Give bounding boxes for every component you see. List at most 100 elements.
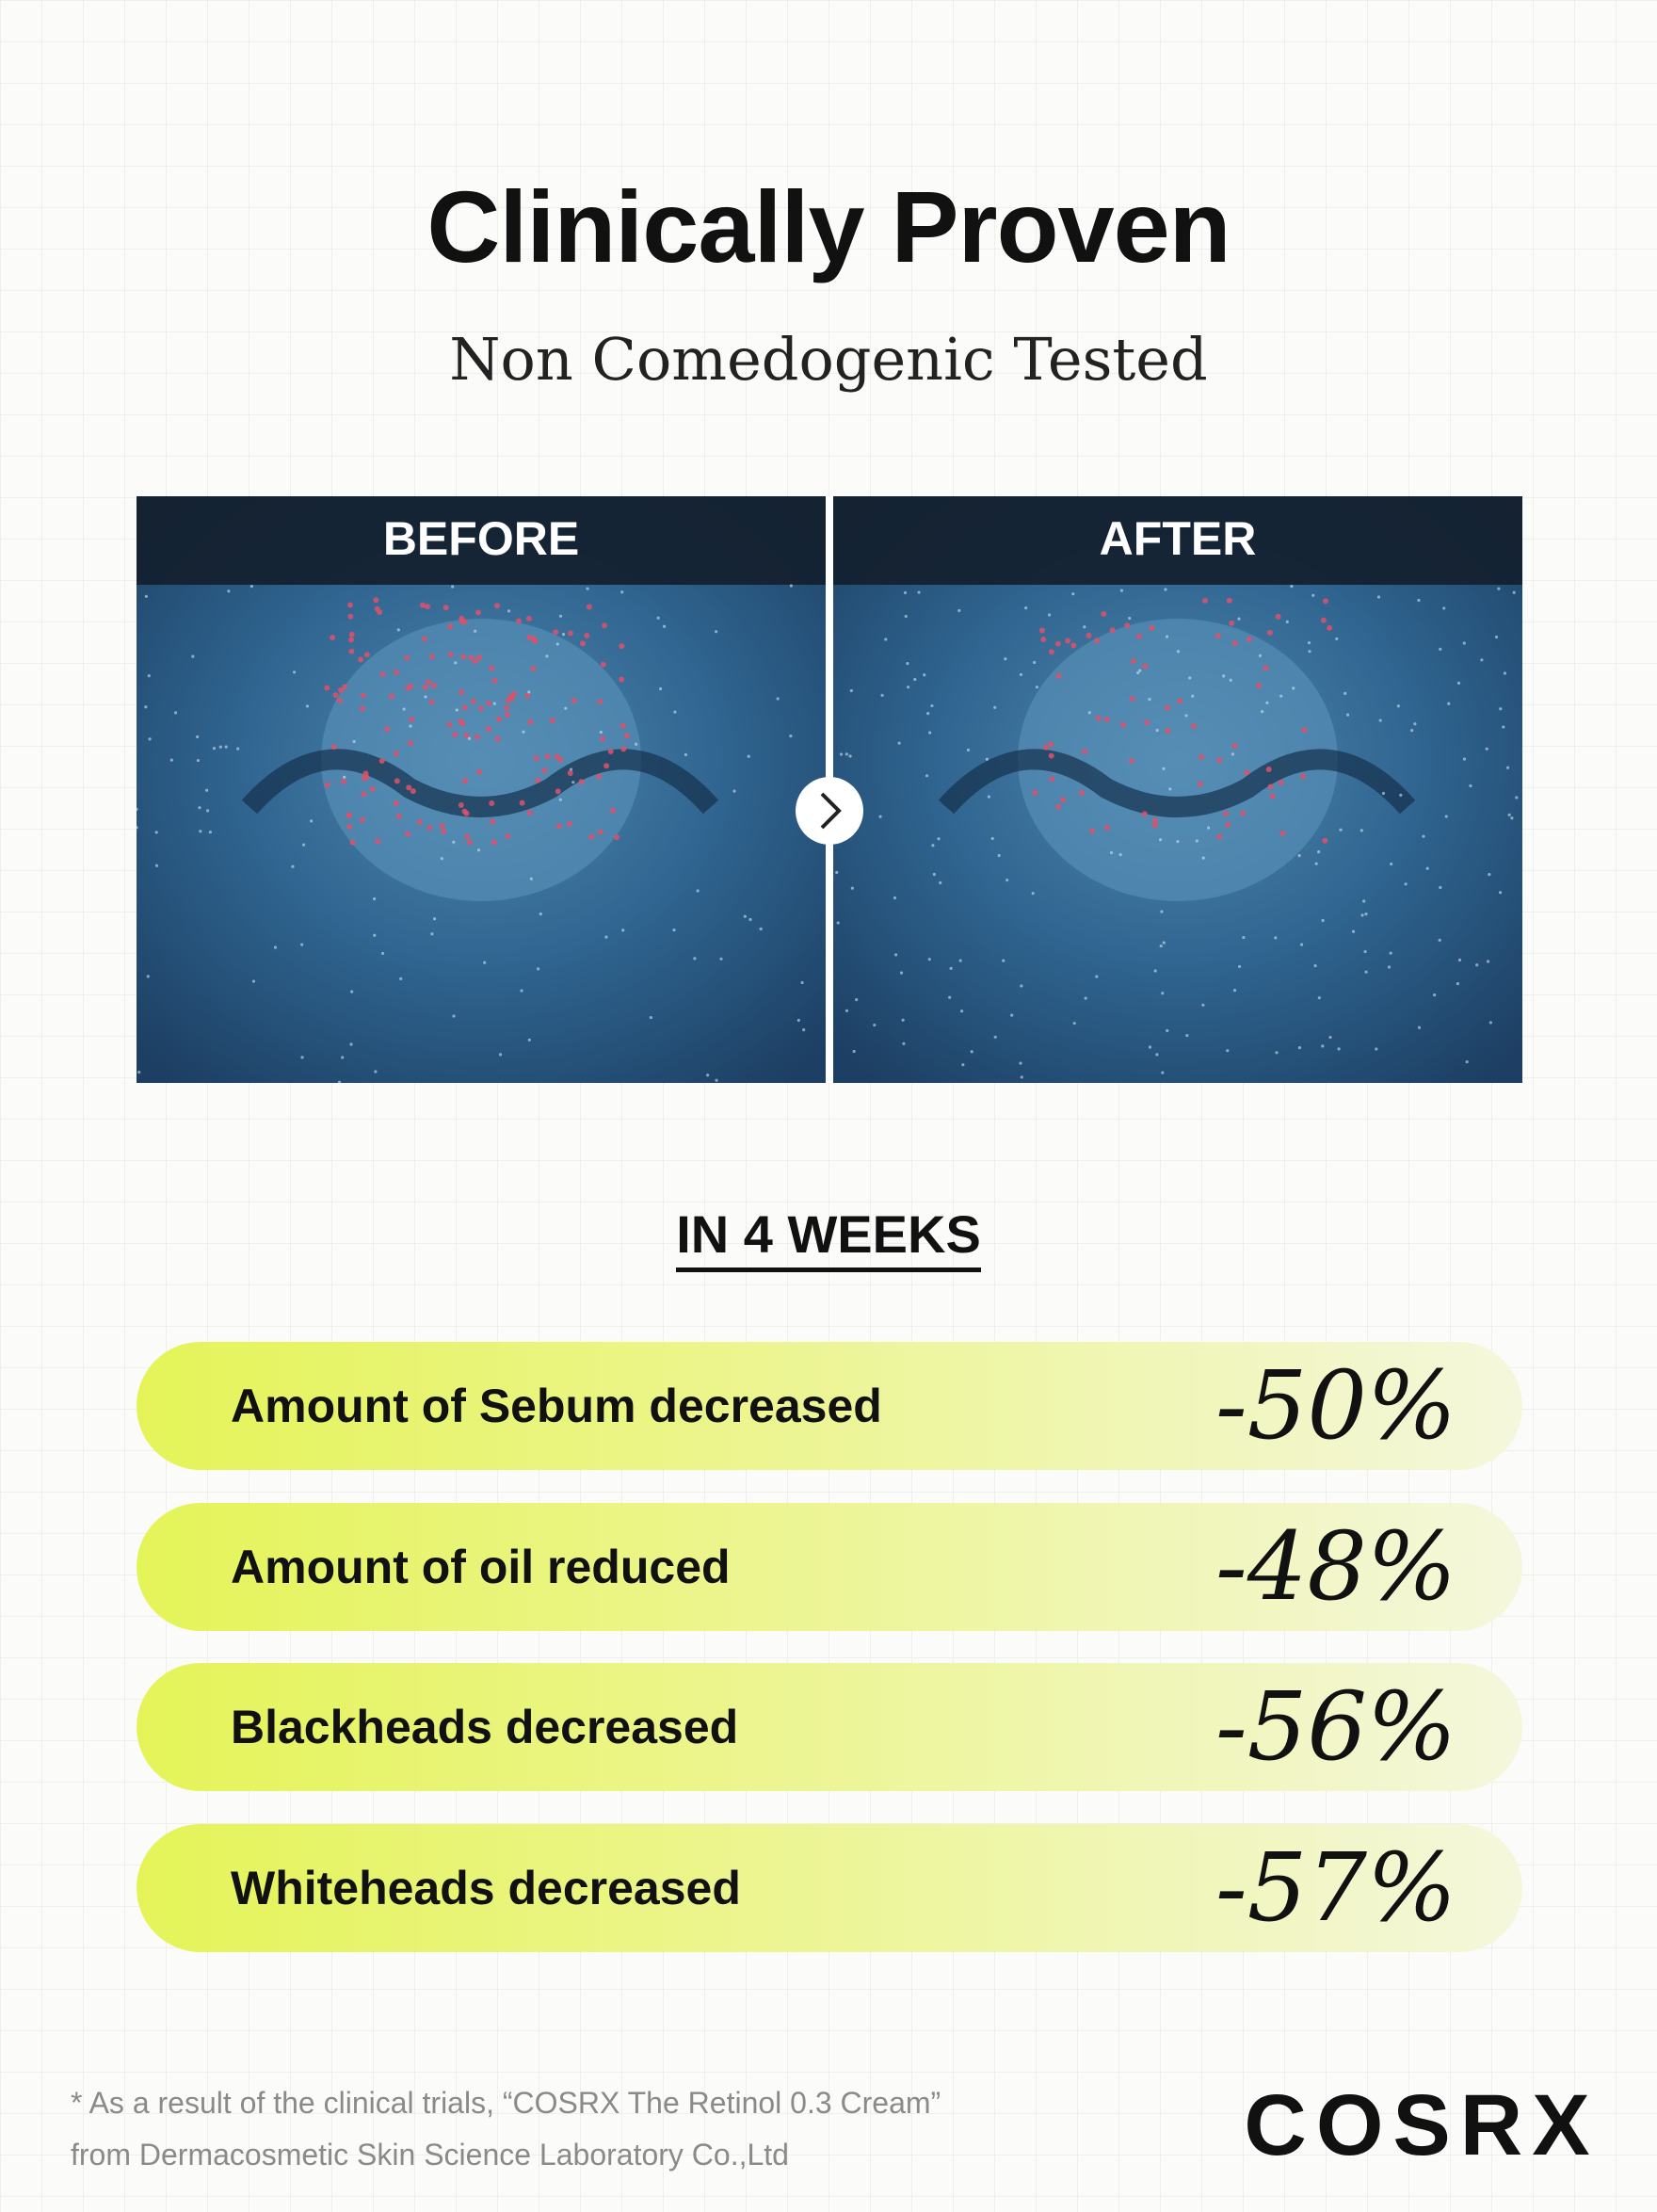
- speckle: [467, 736, 472, 741]
- speckle: [897, 741, 901, 745]
- speckle: [1048, 649, 1054, 655]
- speckle: [494, 735, 501, 742]
- speckle: [1055, 803, 1062, 810]
- speckle: [458, 689, 465, 696]
- speckle: [658, 686, 663, 691]
- speckle: [1024, 606, 1028, 610]
- speckle: [1351, 929, 1356, 933]
- speckle: [137, 826, 138, 830]
- speckle: [205, 809, 210, 813]
- speckle: [1266, 629, 1273, 636]
- speckle: [346, 602, 353, 608]
- speckle: [154, 864, 159, 867]
- speckle: [849, 688, 853, 693]
- speckle: [1222, 674, 1226, 678]
- speckle: [358, 656, 364, 663]
- speckle: [291, 864, 295, 868]
- speckle: [350, 990, 354, 993]
- after-label: AFTER: [1100, 512, 1257, 565]
- speckle: [384, 726, 391, 733]
- speckle: [486, 700, 492, 706]
- speckle: [1323, 598, 1329, 605]
- speckle: [1297, 853, 1301, 858]
- speckle: [1359, 829, 1363, 832]
- speckle: [597, 699, 603, 705]
- speckle: [1285, 620, 1289, 623]
- speckle: [477, 705, 484, 712]
- speckle: [452, 840, 456, 844]
- speckle: [1124, 622, 1131, 629]
- speckle: [486, 726, 492, 733]
- speckle: [464, 833, 471, 840]
- speckle: [1307, 640, 1311, 645]
- speckle: [405, 831, 411, 837]
- speckle: [1261, 710, 1264, 714]
- speckle: [419, 602, 426, 608]
- speckle: [997, 853, 1001, 858]
- speckle: [1422, 834, 1425, 838]
- speckle: [1159, 944, 1163, 948]
- speckle: [227, 589, 231, 593]
- speckle: [330, 635, 336, 641]
- speckle: [341, 1056, 345, 1059]
- speckle: [1499, 707, 1503, 711]
- speckle: [404, 654, 410, 661]
- speckle: [776, 697, 780, 701]
- speckle: [300, 943, 304, 946]
- speckle: [1048, 741, 1054, 748]
- speckle: [1033, 660, 1037, 665]
- speckle: [422, 684, 428, 690]
- speckle: [1047, 613, 1052, 617]
- speckle: [498, 1053, 503, 1057]
- speckle: [1158, 838, 1163, 842]
- speckle: [191, 654, 195, 658]
- speckle: [212, 746, 217, 751]
- speckle: [1444, 815, 1448, 818]
- speckle: [684, 752, 688, 757]
- speckle: [1148, 1045, 1152, 1049]
- result-label: Amount of oil reduced: [231, 1540, 731, 1593]
- speckle: [1503, 671, 1507, 675]
- speckle: [1010, 1013, 1014, 1017]
- speckle: [1404, 882, 1408, 886]
- speckle: [218, 745, 222, 749]
- speckle: [571, 781, 575, 784]
- speckle: [1301, 727, 1308, 734]
- speckle: [937, 837, 941, 841]
- speckle: [1161, 1071, 1165, 1074]
- speckle: [1321, 918, 1325, 923]
- speckle: [1087, 711, 1091, 715]
- speckle: [1185, 1034, 1189, 1038]
- result-row: Amount of Sebum decreased -50%: [137, 1342, 1522, 1470]
- speckle: [1317, 996, 1321, 1000]
- speckle: [1089, 828, 1096, 834]
- speckle: [337, 1080, 342, 1083]
- speckle: [458, 718, 464, 724]
- speckle: [578, 779, 585, 785]
- speckle: [1142, 663, 1149, 670]
- speckle: [923, 673, 926, 677]
- speckle: [1094, 638, 1101, 644]
- speckle: [425, 604, 431, 610]
- speckle: [1162, 767, 1166, 770]
- speckle: [483, 961, 487, 964]
- speckle: [1390, 862, 1393, 866]
- speckle: [613, 834, 619, 841]
- speckle: [1269, 793, 1276, 799]
- speckle: [144, 705, 148, 709]
- speckle: [1190, 723, 1197, 730]
- speckle: [489, 665, 495, 671]
- speckle: [621, 928, 625, 932]
- speckle: [1151, 822, 1158, 829]
- speckle: [363, 652, 370, 658]
- speckle: [1387, 965, 1392, 969]
- footnote-line: * As a result of the clinical trials, “C…: [71, 2086, 941, 2120]
- speckle: [1151, 817, 1158, 824]
- speckle: [532, 638, 539, 644]
- speckle: [1002, 959, 1005, 962]
- speckle: [600, 661, 606, 668]
- speckle: [352, 739, 356, 744]
- speckle: [359, 705, 365, 712]
- speckle: [1465, 1059, 1469, 1064]
- speckle: [603, 763, 610, 769]
